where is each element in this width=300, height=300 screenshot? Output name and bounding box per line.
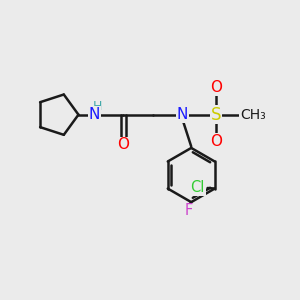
Text: H: H [93, 100, 102, 113]
Text: O: O [210, 134, 222, 149]
Text: F: F [184, 203, 192, 218]
Text: CH₃: CH₃ [240, 108, 266, 122]
Text: O: O [210, 80, 222, 95]
Text: N: N [177, 107, 188, 122]
Text: N: N [88, 107, 100, 122]
Text: Cl: Cl [190, 181, 205, 196]
Text: S: S [211, 106, 221, 124]
Text: O: O [118, 137, 130, 152]
